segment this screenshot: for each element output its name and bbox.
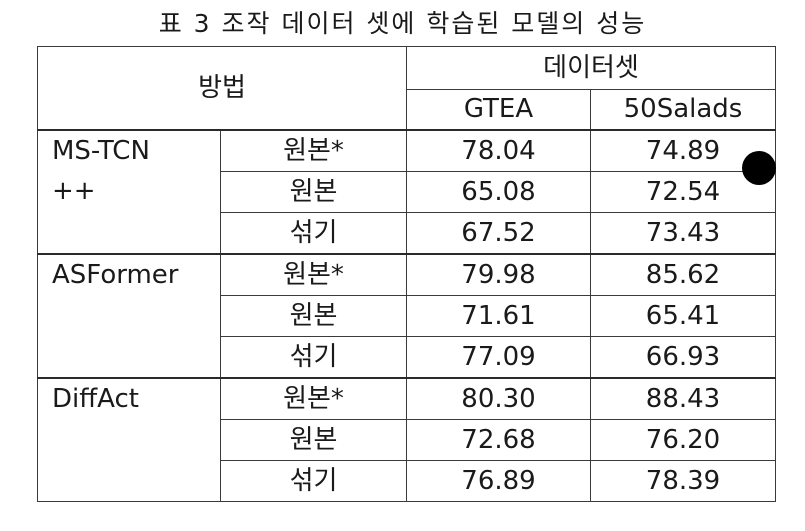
- 50salads-value: 78.39: [590, 460, 776, 502]
- method-name-cont: ++: [52, 176, 96, 206]
- 50salads-value: 76.20: [590, 419, 776, 461]
- variant-cell: 섞기: [220, 460, 407, 502]
- method-name: DiffAct: [52, 384, 139, 414]
- gtea-value: 72.68: [406, 419, 591, 461]
- table-row: ASFormer 원본* 79.98 85.62: [37, 253, 776, 379]
- variant-cell: 원본*: [220, 129, 407, 172]
- method-name: MS-TCN: [52, 136, 150, 166]
- 50salads-value: 65.41: [590, 295, 776, 337]
- 50salads-value: 88.43: [590, 377, 776, 420]
- variant-cell: 원본: [220, 171, 407, 213]
- header-50salads: 50Salads: [590, 89, 776, 131]
- method-cell-diffact: DiffAct: [37, 377, 221, 502]
- variant-cell: 섞기: [220, 336, 407, 379]
- variant-cell: 섞기: [220, 212, 407, 255]
- gtea-value: 78.04: [406, 129, 591, 172]
- variant-cell: 원본*: [220, 253, 407, 296]
- table-row: 원본 65.08 72.54: [38, 171, 776, 213]
- 50salads-value: 85.62: [590, 253, 776, 296]
- method-cell-asformer: ASFormer: [37, 253, 221, 379]
- table-caption: 표 3 조작 데이터 셋에 학습된 모델의 성능: [158, 9, 647, 38]
- gtea-value: 71.61: [406, 295, 591, 337]
- header-method: 방법: [37, 46, 407, 131]
- gtea-value: 80.30: [406, 377, 591, 420]
- gtea-value: 67.52: [406, 212, 591, 255]
- variant-cell: 원본: [220, 295, 407, 337]
- gtea-value: 79.98: [406, 253, 591, 296]
- gtea-value: 76.89: [406, 460, 591, 502]
- gtea-value: 77.09: [406, 336, 591, 379]
- method-name: ASFormer: [52, 260, 179, 290]
- table-row: MS-TCN ++ 원본* 78.04 74.89: [37, 129, 776, 255]
- variant-cell: 원본: [220, 419, 407, 461]
- method-cell-mstcn: MS-TCN ++: [37, 129, 221, 255]
- table-row: 섞기 76.89 78.39: [38, 460, 776, 502]
- cursor-dot: [742, 151, 776, 185]
- header-gtea: GTEA: [406, 89, 591, 131]
- header-row: 방법 데이터셋: [37, 46, 776, 131]
- table-row: 원본 71.61 65.41: [38, 295, 776, 337]
- 50salads-value: 73.43: [590, 212, 776, 255]
- table-row: 섞기 77.09 66.93: [38, 336, 776, 379]
- performance-table: 방법 데이터셋 GTEA 50Salads MS-TCN ++ 원본* 78.0…: [37, 46, 776, 502]
- header-dataset: 데이터셋: [406, 46, 776, 90]
- table-row: 원본 72.68 76.20: [38, 419, 776, 461]
- table-row: DiffAct 원본* 80.30 88.43: [37, 377, 776, 502]
- 50salads-value: 66.93: [590, 336, 776, 379]
- gtea-value: 65.08: [406, 171, 591, 213]
- header-subrow: GTEA 50Salads: [38, 89, 776, 131]
- variant-cell: 원본*: [220, 377, 407, 420]
